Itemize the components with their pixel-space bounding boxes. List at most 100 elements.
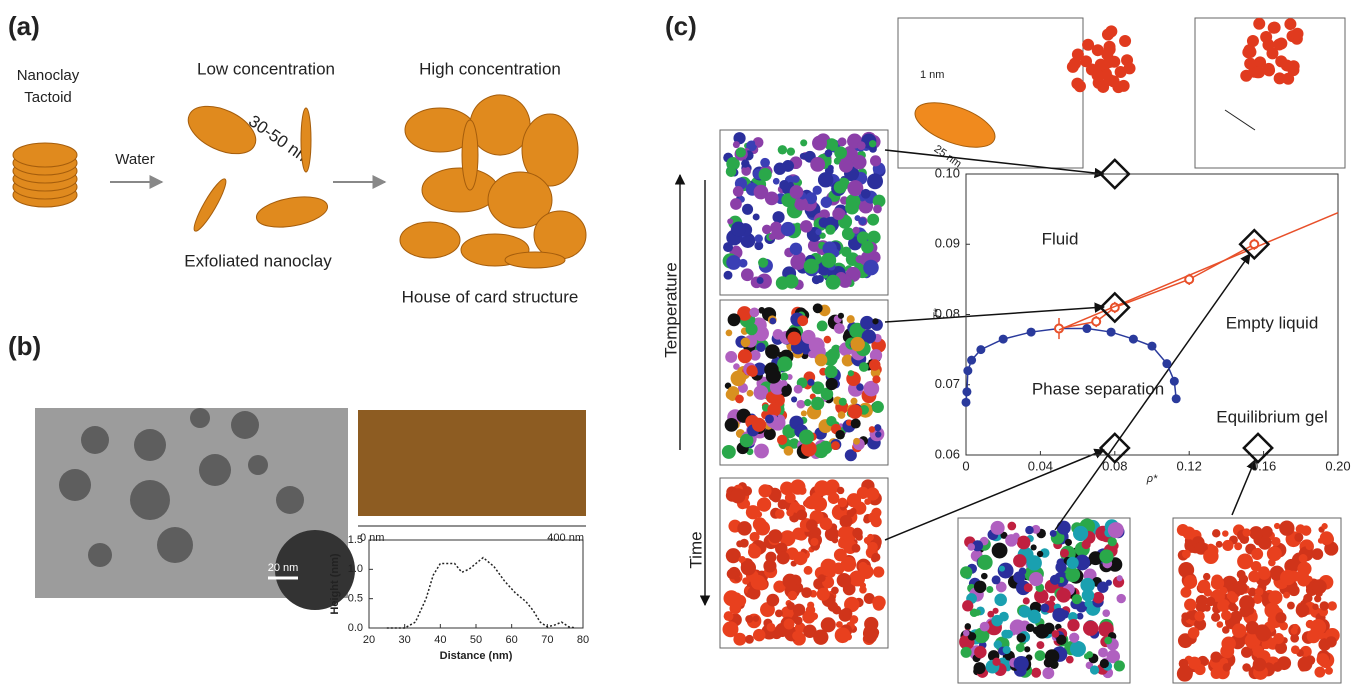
- x-tick-label: 0.16: [1251, 458, 1276, 473]
- particle: [813, 303, 823, 313]
- particle: [963, 630, 969, 636]
- particle: [1216, 541, 1223, 548]
- particle: [742, 204, 753, 215]
- particle: [991, 521, 1005, 535]
- particle: [869, 426, 876, 433]
- particle: [1042, 667, 1054, 679]
- particle: [859, 362, 869, 372]
- particle: [1228, 603, 1237, 612]
- particle: [1065, 539, 1072, 546]
- x-tick-label: 70: [541, 634, 553, 646]
- y-tick-label: 0.09: [935, 236, 960, 251]
- particle: [1100, 659, 1109, 668]
- particle: [1314, 667, 1325, 678]
- particle: [1240, 70, 1252, 82]
- region-label: Fluid: [1042, 229, 1079, 248]
- particle: [1255, 624, 1270, 639]
- particle: [811, 492, 821, 502]
- particle: [870, 155, 881, 166]
- particle: [999, 566, 1005, 572]
- particle: [1211, 577, 1224, 590]
- point: [967, 356, 976, 365]
- particle: [867, 214, 879, 226]
- particle: [825, 149, 833, 157]
- particle: [1057, 521, 1071, 535]
- y-tick-label: 0.10: [935, 165, 960, 180]
- particle: [834, 181, 847, 194]
- particle: [1108, 522, 1124, 538]
- particle: [800, 139, 807, 146]
- particle: [852, 544, 861, 553]
- point: [1092, 318, 1100, 326]
- particle: [992, 658, 1000, 666]
- particle: [1237, 553, 1253, 569]
- particle: [746, 323, 758, 335]
- particle: [1073, 526, 1088, 541]
- particle: [836, 621, 843, 628]
- point: [1172, 394, 1181, 403]
- particle: [752, 418, 766, 432]
- particle: [792, 175, 799, 182]
- particle: [734, 576, 740, 582]
- x-axis-label: Distance (nm): [440, 650, 513, 662]
- x-tick-label: 40: [434, 634, 446, 646]
- particle: [1203, 573, 1210, 580]
- particle: [1013, 554, 1026, 567]
- particle: [1275, 642, 1287, 654]
- particle: [837, 573, 852, 588]
- particle: [1050, 530, 1057, 537]
- particle: [1067, 61, 1079, 73]
- particle: [758, 307, 765, 314]
- series-line: [1059, 213, 1338, 330]
- particle: [1014, 656, 1029, 671]
- particle: [766, 368, 781, 383]
- particle: [1268, 22, 1280, 34]
- particle: [860, 582, 866, 588]
- particle: [1099, 549, 1113, 563]
- particle: [853, 438, 860, 445]
- particle: [1026, 555, 1041, 570]
- particle: [851, 398, 858, 405]
- particle: [1320, 601, 1329, 610]
- particle: [1052, 608, 1066, 622]
- tactoid: [13, 143, 77, 207]
- particle: [1040, 603, 1049, 612]
- particle: [724, 611, 734, 621]
- particle: [771, 492, 781, 502]
- particle: [818, 574, 826, 582]
- particle: [1025, 526, 1033, 534]
- particle: [1083, 621, 1098, 636]
- particle: [1237, 570, 1246, 579]
- particle: [1198, 580, 1211, 593]
- particle: [867, 542, 877, 552]
- particle: [726, 255, 741, 270]
- particle: [1108, 75, 1120, 87]
- particle: [726, 389, 737, 400]
- particle: [1268, 590, 1282, 604]
- point: [1027, 328, 1036, 337]
- figure: (a) Nanoclay Tactoid Water Low concentra…: [0, 0, 1356, 687]
- particle: [850, 337, 864, 351]
- particle: [780, 373, 788, 381]
- particle: [804, 399, 811, 406]
- house-of-cards: [400, 87, 586, 268]
- particle: [1036, 641, 1044, 649]
- particle: [842, 608, 850, 616]
- y-tick-label: 0.0: [348, 622, 363, 634]
- particle: [1296, 604, 1310, 618]
- particle: [766, 594, 779, 607]
- particle: [872, 401, 884, 413]
- particle: [1268, 559, 1276, 567]
- particle: [834, 323, 845, 334]
- particle: [874, 424, 881, 431]
- particle: [1301, 525, 1311, 535]
- panel-label: (a): [8, 11, 40, 41]
- particle: [1275, 612, 1286, 623]
- particle: [1102, 29, 1114, 41]
- particle: [1275, 55, 1287, 67]
- particle: [818, 172, 833, 187]
- particle: [797, 400, 806, 409]
- particle: [1092, 44, 1104, 56]
- particle: [980, 622, 990, 632]
- particle: [1117, 575, 1123, 581]
